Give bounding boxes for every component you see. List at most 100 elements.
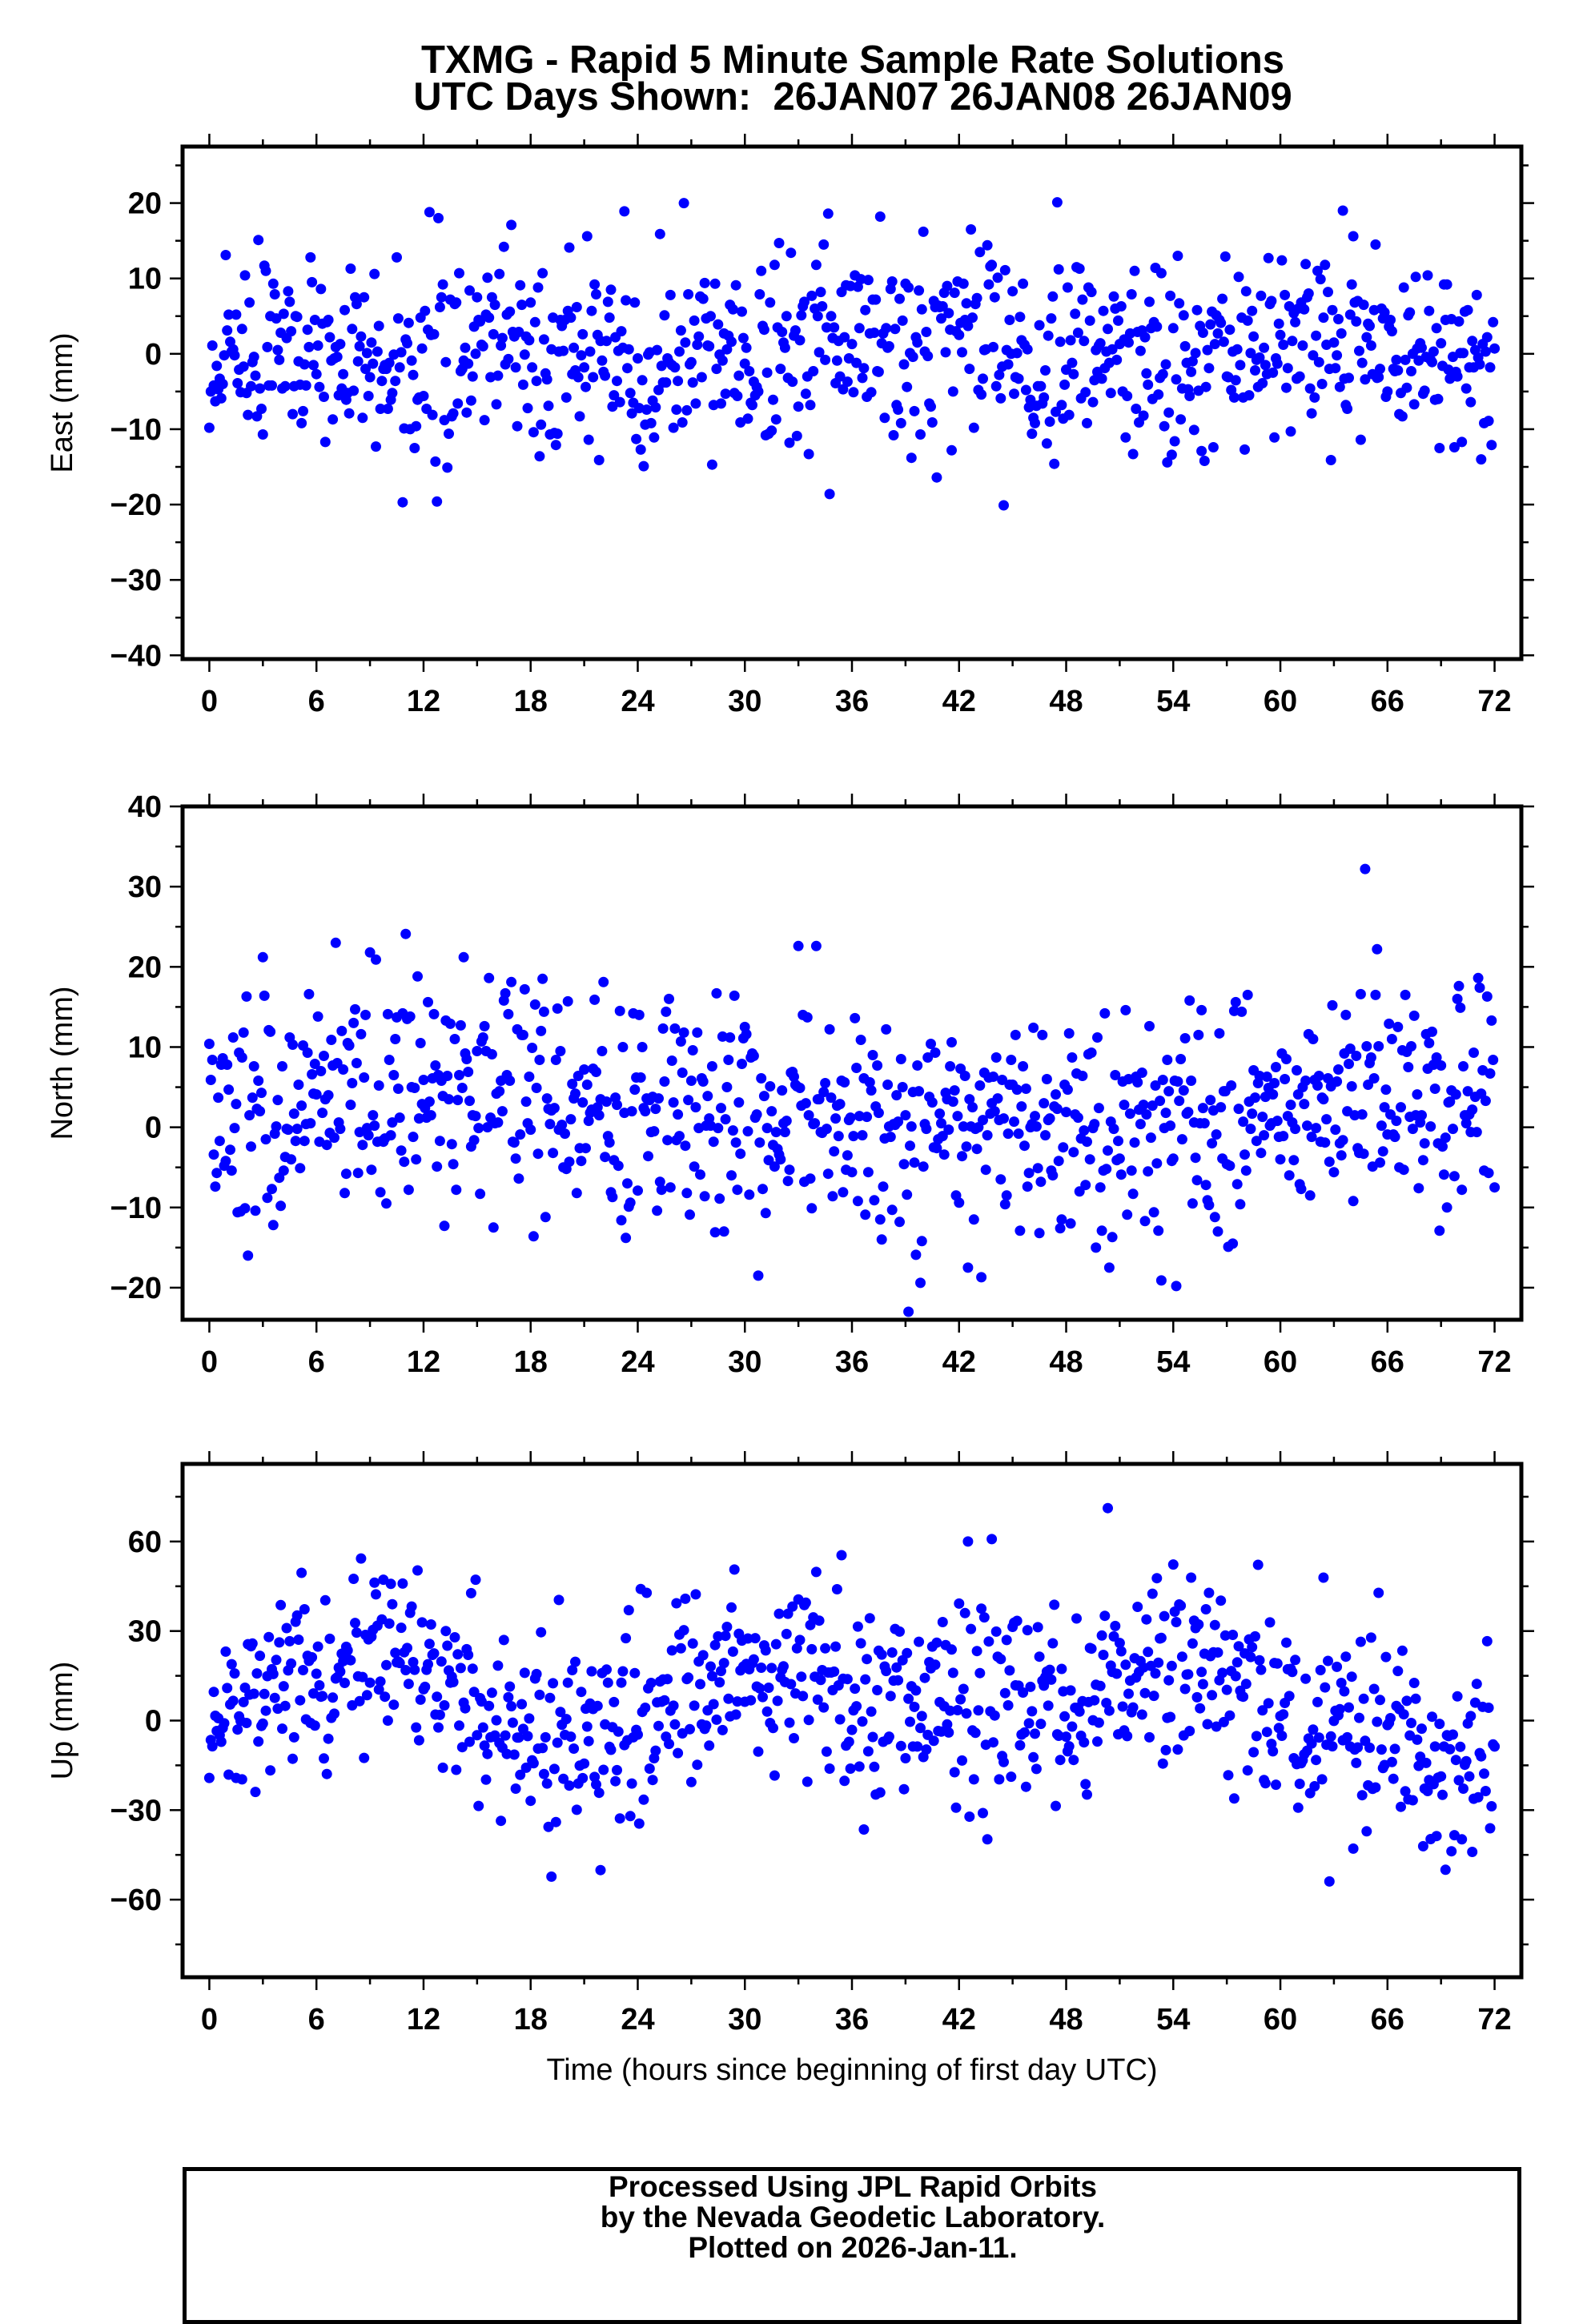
up-data-point [513,1732,524,1743]
north-data-point [1205,1095,1216,1106]
up-data-point [806,1643,818,1655]
up-data-point [257,1718,268,1729]
east-x-tick-label: 66 [1371,685,1404,718]
east-data-point [308,360,319,371]
up-data-point [866,1706,877,1717]
east-data-point [936,313,946,324]
east-data-point [1084,315,1095,326]
north-data-point [1370,989,1381,1000]
north-data-point [829,1146,840,1157]
east-data-point [1370,239,1381,250]
east-data-point [512,420,523,432]
north-data-point [472,1046,483,1056]
north-data-point [1376,1120,1387,1132]
north-data-point [231,1099,242,1110]
footer-line-1: Processed Using JPL Rapid Orbits [609,2170,1097,2203]
east-data-point [623,344,634,355]
east-data-point [267,278,279,289]
up-data-point [274,1637,285,1648]
up-data-point [1485,1823,1496,1834]
north-data-point [1114,1153,1125,1164]
up-data-point [673,1747,684,1759]
up-data-point [501,1748,512,1759]
north-data-point [571,1188,582,1199]
up-data-point [1098,1650,1109,1660]
east-data-point [1065,335,1076,346]
up-data-point [1261,1727,1272,1738]
up-data-point [647,1775,658,1786]
up-data-point [1429,1741,1440,1752]
north-data-point [1330,1124,1341,1136]
up-data-point [760,1645,771,1656]
up-data-point [814,1615,825,1626]
up-data-point [850,1683,861,1695]
east-data-point [1355,434,1366,445]
up-data-point [1093,1717,1104,1728]
north-data-point [1190,1152,1201,1164]
up-data-point [851,1701,862,1712]
north-data-point [288,1108,299,1120]
north-data-point [392,1084,404,1094]
east-data-point [1304,383,1316,394]
east-data-point [699,277,710,288]
north-data-point [1080,1180,1091,1191]
up-data-point [842,1674,853,1685]
east-data-point [1327,304,1338,316]
east-data-point [921,327,932,337]
north-data-point [961,1141,972,1152]
east-data-point [838,384,849,395]
north-data-point [957,1151,967,1162]
north-data-point [1240,1165,1252,1176]
north-data-point [1001,1190,1012,1201]
north-data-point [371,954,381,965]
east-data-point [1410,271,1421,283]
north-data-point [253,1076,264,1086]
north-data-point [1389,1132,1400,1143]
north-data-point [756,1073,767,1084]
up-data-point [425,1619,436,1630]
up-data-point [467,1663,478,1675]
north-data-point [205,1075,216,1085]
north-data-point [1010,1029,1021,1040]
east-data-point [1113,315,1123,326]
north-data-point [842,1150,853,1161]
east-data-point [604,312,615,324]
north-data-point [980,1164,991,1176]
up-data-point [375,1676,386,1687]
up-data-point [1339,1686,1350,1697]
east-data-point [967,312,978,324]
east-data-point [915,429,926,440]
east-data-point [335,339,346,350]
north-data-point [1356,1109,1368,1120]
east-data-point [727,304,738,315]
north-data-point [1269,1078,1280,1088]
north-data-point [229,1123,240,1134]
north-data-point [425,1110,436,1121]
up-data-point [1455,1741,1466,1752]
east-data-point [1207,442,1219,452]
north-data-point [1251,1136,1262,1147]
north-data-point [1089,1119,1100,1130]
north-data-point [1187,1198,1198,1209]
north-data-point [244,1110,255,1121]
north-data-point [866,1085,877,1096]
up-data-point [629,1667,641,1679]
up-data-point [327,1692,339,1703]
up-data-point [706,1671,717,1682]
up-data-point [1308,1724,1319,1735]
up-data-point [704,1740,715,1751]
up-data-point [952,1705,963,1715]
north-data-point [550,1055,561,1065]
east-data-point [874,211,886,222]
north-x-tick-label: 42 [942,1345,976,1379]
east-data-point [527,362,538,373]
east-y-tick-label: −40 [110,639,162,673]
up-data-point [409,1664,420,1675]
up-data-point [675,1642,686,1654]
east-data-point [1224,324,1236,336]
east-data-point [717,355,728,366]
north-data-point [267,1184,277,1195]
north-data-point [820,1078,831,1088]
east-data-point [898,359,910,370]
north-data-point [1413,1183,1424,1194]
